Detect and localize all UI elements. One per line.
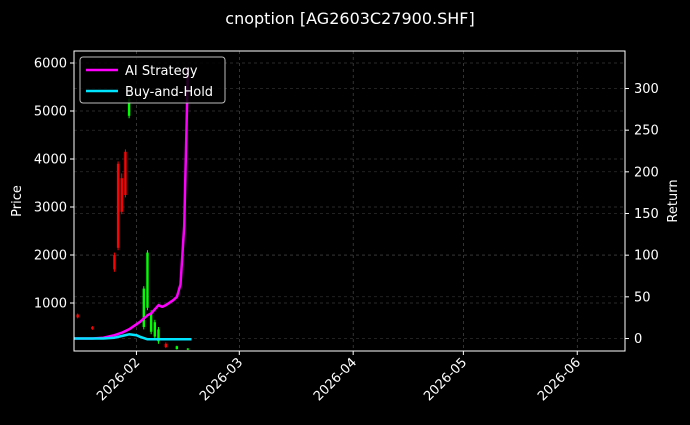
candle-body xyxy=(116,163,120,248)
candle-body xyxy=(76,314,79,318)
candle-body xyxy=(186,348,190,350)
plot-frame xyxy=(73,50,626,352)
y-right-tick-label-0: 0 xyxy=(634,332,642,347)
y-left-tick-label-0: 1000 xyxy=(34,297,67,312)
candle-5 xyxy=(124,149,127,198)
y-right-tick-label-1: 50 xyxy=(634,290,651,305)
y-right-tick-label-6: 300 xyxy=(634,82,659,97)
y-right-tick-label-3: 150 xyxy=(634,207,659,222)
y-right-tick-label-4: 200 xyxy=(634,165,659,180)
candle-body xyxy=(120,178,123,212)
y-left-tick-label-3: 4000 xyxy=(34,153,67,168)
candle-body xyxy=(113,255,116,270)
candle-body xyxy=(127,99,131,116)
y-right-tick-label-2: 100 xyxy=(634,249,659,264)
candle-body xyxy=(149,312,153,332)
candle-4 xyxy=(120,173,123,215)
candle-body xyxy=(153,322,157,337)
candle-14 xyxy=(186,348,190,351)
candle-12 xyxy=(164,342,168,349)
candle-11 xyxy=(157,327,160,344)
chart-title: cnoption [AG2603C27900.SHF] xyxy=(225,9,474,28)
candle-body xyxy=(124,151,127,195)
y-left-tick-label-5: 6000 xyxy=(34,57,67,72)
series-line-ai-strategy xyxy=(74,67,190,340)
y-left-label: Price xyxy=(10,185,25,217)
candle-13 xyxy=(175,345,179,350)
legend: AI Strategy Buy-and-Hold xyxy=(79,56,226,104)
candle-8 xyxy=(146,250,149,311)
line-layer xyxy=(74,67,192,341)
legend-label-ai-strategy: AI Strategy xyxy=(125,64,198,79)
candle-10 xyxy=(153,319,157,339)
candle-body xyxy=(142,288,145,327)
candle-7 xyxy=(142,286,145,330)
candle-3 xyxy=(116,161,120,251)
candle-body xyxy=(91,327,94,329)
y-right-label: Return xyxy=(666,179,681,222)
candle-body xyxy=(164,343,168,348)
series-line-buy-and-hold xyxy=(74,333,192,341)
candle-1 xyxy=(91,326,94,330)
candle-body xyxy=(146,252,149,308)
legend-label-buy-and-hold: Buy-and-Hold xyxy=(125,85,213,100)
y-left-tick-label-1: 2000 xyxy=(34,249,67,264)
candle-body xyxy=(157,329,160,342)
y-left-tick-label-2: 3000 xyxy=(34,201,67,216)
candle-body xyxy=(175,346,179,350)
candle-2 xyxy=(113,252,116,272)
y-right-tick-label-5: 250 xyxy=(634,124,659,139)
candle-0 xyxy=(76,313,79,319)
y-left-tick-label-4: 5000 xyxy=(34,105,67,120)
